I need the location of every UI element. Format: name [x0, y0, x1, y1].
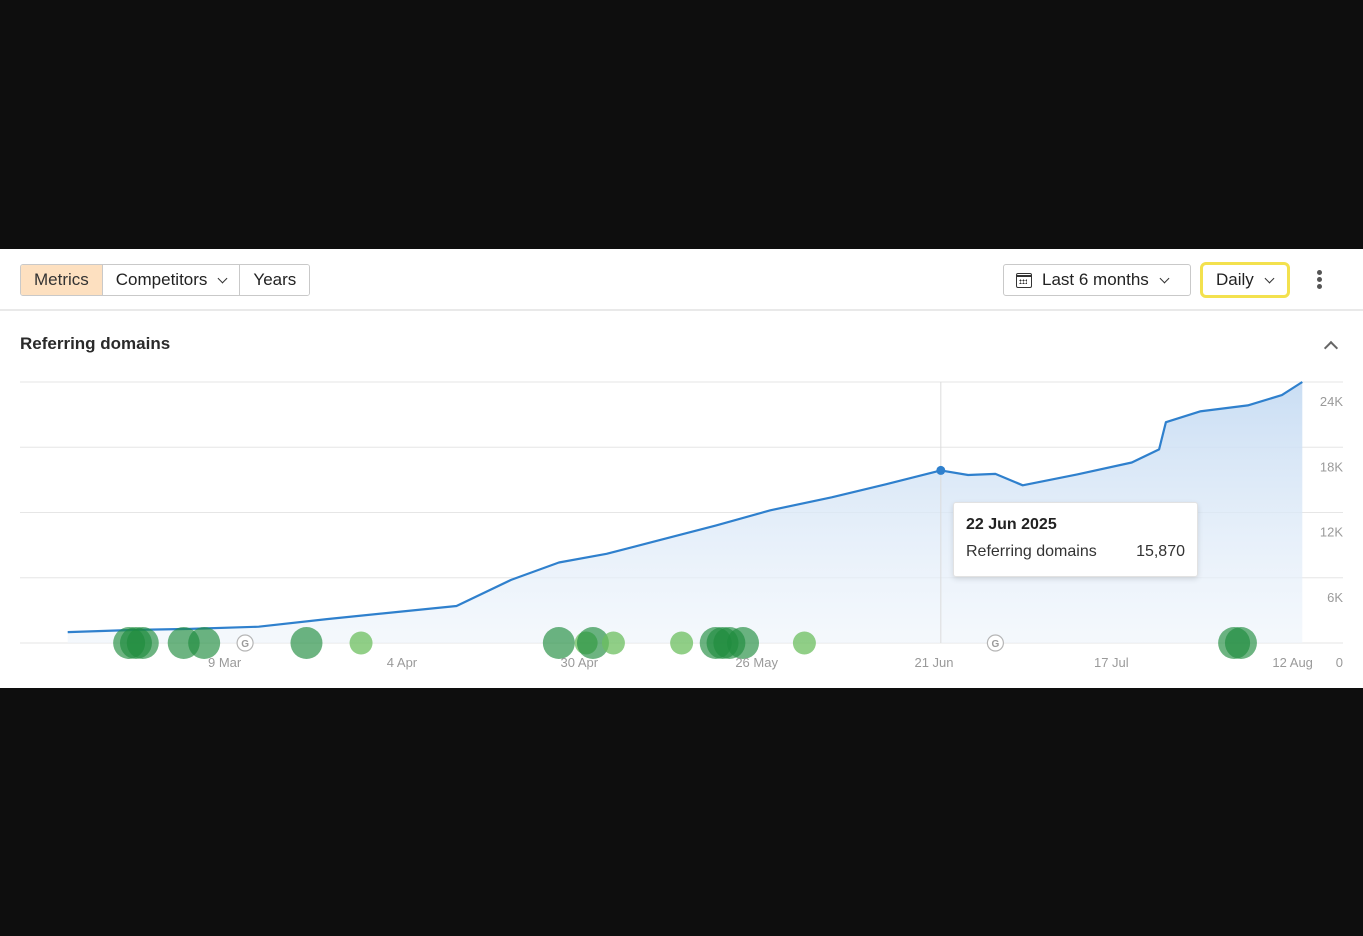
y-tick-label: 0	[1336, 655, 1343, 670]
y-tick-label: 18K	[1320, 459, 1343, 474]
chart-tooltip: 22 Jun 2025 Referring domains 15,870	[953, 502, 1198, 577]
tab-competitors[interactable]: Competitors	[102, 265, 241, 295]
google-update-glyph: G	[991, 639, 999, 650]
chart-area-layer	[67, 381, 1303, 643]
event-marker-dark	[188, 627, 221, 659]
referring-domains-panel: Metrics Competitors Years Last 6 months …	[0, 249, 1363, 688]
y-axis-labels: 24K 18K 12K 6K 0	[1320, 394, 1343, 670]
tab-competitors-label: Competitors	[115, 270, 208, 289]
google-update-icon	[236, 634, 254, 652]
date-range-label: Last 6 months	[1042, 270, 1149, 289]
tooltip-metric-value: 15,870	[1136, 543, 1185, 560]
view-mode-segmented-control: Metrics Competitors Years	[20, 264, 311, 296]
x-tick-label: 21 Jun	[914, 655, 953, 670]
tooltip-metric-label: Referring domains	[966, 543, 1097, 560]
event-marker-dark	[1224, 627, 1257, 659]
tab-years[interactable]: Years	[240, 265, 310, 295]
event-marker-light	[792, 631, 816, 655]
event-marker-light	[349, 631, 373, 655]
hover-point-layer	[936, 465, 946, 475]
section-title: Referring domains	[20, 334, 171, 353]
x-axis-labels: 9 Mar 4 Apr 30 Apr 26 May 21 Jun 17 Jul 12 Aug	[208, 655, 1313, 670]
x-tick-label: 17 Jul	[1094, 655, 1129, 670]
x-tick-label: 9 Mar	[208, 655, 242, 670]
tab-metrics[interactable]: Metrics	[21, 265, 103, 295]
event-marker-light	[670, 631, 694, 655]
event-marker-dark	[727, 627, 760, 659]
chart-toolbar: Metrics Competitors Years Last 6 months …	[0, 249, 1363, 311]
y-tick-label: 6K	[1327, 590, 1343, 605]
calendar-icon	[1016, 272, 1032, 288]
highlighted-point	[936, 465, 946, 475]
event-marker-dark	[290, 627, 323, 659]
event-marker-light	[601, 631, 625, 655]
y-tick-label: 24K	[1320, 394, 1343, 409]
series-area	[67, 382, 1303, 643]
x-tick-label: 12 Aug	[1272, 655, 1313, 670]
x-tick-label: 4 Apr	[387, 655, 418, 670]
kebab-menu-icon[interactable]	[1314, 270, 1326, 290]
tab-years-label: Years	[253, 270, 297, 289]
series-line	[67, 381, 1303, 634]
event-marker-dark	[126, 627, 159, 659]
event-marker-dark	[576, 627, 609, 659]
google-update-glyph: G	[241, 639, 249, 650]
x-tick-label: 26 May	[735, 655, 778, 670]
date-range-dropdown[interactable]: Last 6 months	[1003, 264, 1191, 296]
tooltip-date: 22 Jun 2025	[966, 516, 1057, 533]
y-tick-label: 12K	[1320, 525, 1343, 540]
interval-dropdown[interactable]: Daily	[1200, 262, 1290, 298]
event-marker-dark	[542, 627, 575, 659]
tab-metrics-label: Metrics	[34, 270, 89, 289]
interval-label: Daily	[1216, 270, 1254, 289]
google-update-icon	[986, 634, 1004, 652]
x-tick-label: 30 Apr	[561, 655, 599, 670]
tooltip-row: Referring domains 15,870	[966, 543, 1185, 561]
